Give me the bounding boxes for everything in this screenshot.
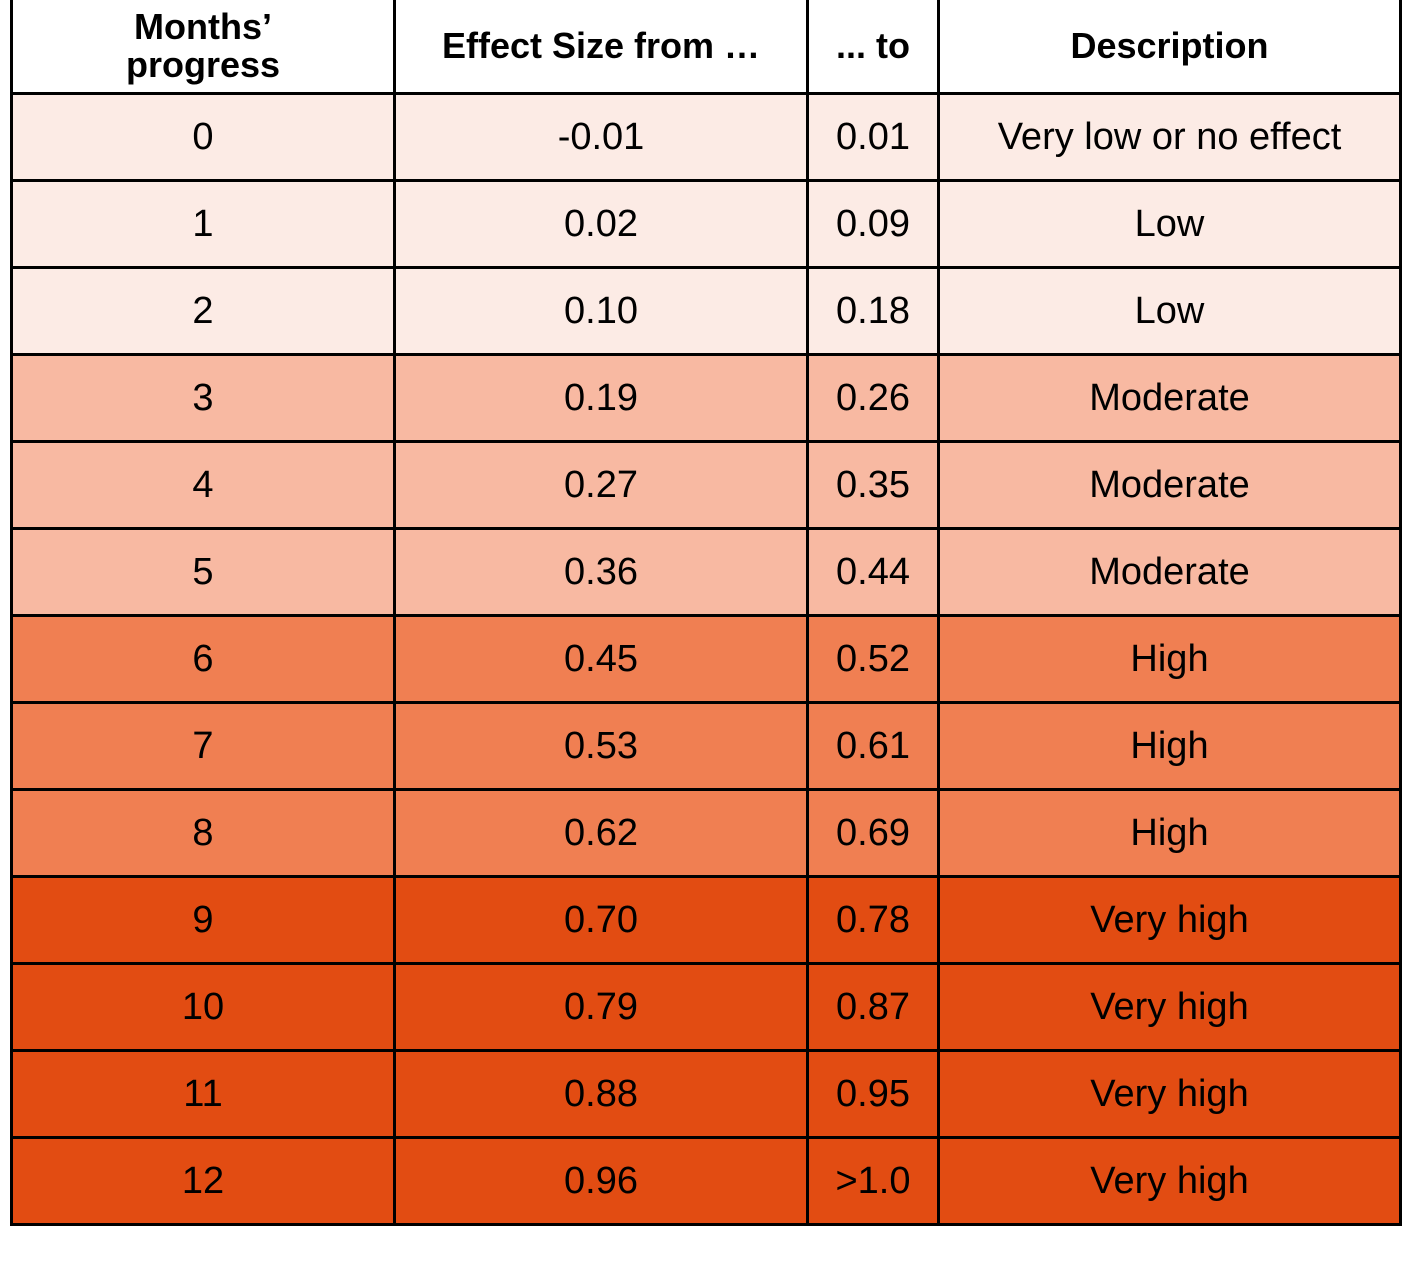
table-row: 8 0.62 0.69 High bbox=[10, 788, 1402, 878]
table-row: 2 0.10 0.18 Low bbox=[10, 266, 1402, 356]
table-row: 1 0.02 0.09 Low bbox=[10, 179, 1402, 269]
table-cell: 3 bbox=[10, 353, 396, 443]
table-cell: 0.79 bbox=[393, 962, 809, 1052]
table-cell: 10 bbox=[10, 962, 396, 1052]
table-cell: 5 bbox=[10, 527, 396, 617]
table-cell: 0.19 bbox=[393, 353, 809, 443]
table-cell: 7 bbox=[10, 701, 396, 791]
table-cell: 0.52 bbox=[806, 614, 940, 704]
table-row: 12 0.96 >1.0 Very high bbox=[10, 1136, 1402, 1226]
table-cell: 0.53 bbox=[393, 701, 809, 791]
table-cell: 9 bbox=[10, 875, 396, 965]
table-cell: 0.09 bbox=[806, 179, 940, 269]
table-cell: Low bbox=[937, 266, 1402, 356]
table-cell: 11 bbox=[10, 1049, 396, 1139]
table-cell: Very high bbox=[937, 1136, 1402, 1226]
table-cell: -0.01 bbox=[393, 92, 809, 182]
table-cell: 0.62 bbox=[393, 788, 809, 878]
table-row: 6 0.45 0.52 High bbox=[10, 614, 1402, 704]
table-cell: 0.96 bbox=[393, 1136, 809, 1226]
table-row: 9 0.70 0.78 Very high bbox=[10, 875, 1402, 965]
table-cell: High bbox=[937, 614, 1402, 704]
table-cell: High bbox=[937, 788, 1402, 878]
table-cell: Very high bbox=[937, 962, 1402, 1052]
table-cell: 0.88 bbox=[393, 1049, 809, 1139]
table-cell: >1.0 bbox=[806, 1136, 940, 1226]
table-cell: 4 bbox=[10, 440, 396, 530]
table-row: 10 0.79 0.87 Very high bbox=[10, 962, 1402, 1052]
table-cell: 0.26 bbox=[806, 353, 940, 443]
table-cell: Very low or no effect bbox=[937, 92, 1402, 182]
table-cell: 0 bbox=[10, 92, 396, 182]
table-cell: Moderate bbox=[937, 440, 1402, 530]
table-cell: 0.36 bbox=[393, 527, 809, 617]
effect-size-table: Months’ progress Effect Size from …... to… bbox=[10, 0, 1402, 1226]
table-cell: 6 bbox=[10, 614, 396, 704]
table-cell: 0.01 bbox=[806, 92, 940, 182]
table-row: 0 -0.01 0.01 Very low or no effect bbox=[10, 92, 1402, 182]
header-cell: Effect Size from … bbox=[393, 0, 809, 95]
table-cell: 0.70 bbox=[393, 875, 809, 965]
table-cell: 0.69 bbox=[806, 788, 940, 878]
header-cell: Description bbox=[937, 0, 1402, 95]
table-cell: 0.45 bbox=[393, 614, 809, 704]
table-cell: Low bbox=[937, 179, 1402, 269]
header-cell: Months’ progress bbox=[10, 0, 396, 95]
header-row: Months’ progress Effect Size from …... to… bbox=[10, 0, 1402, 95]
table-cell: Very high bbox=[937, 1049, 1402, 1139]
table-cell: Moderate bbox=[937, 527, 1402, 617]
table-cell: 8 bbox=[10, 788, 396, 878]
table-cell: High bbox=[937, 701, 1402, 791]
table-header: Months’ progress Effect Size from …... to… bbox=[10, 0, 1402, 95]
table-cell: 0.61 bbox=[806, 701, 940, 791]
table-cell: 0.18 bbox=[806, 266, 940, 356]
table-cell: 2 bbox=[10, 266, 396, 356]
table-cell: 0.10 bbox=[393, 266, 809, 356]
table-cell: 0.44 bbox=[806, 527, 940, 617]
table-cell: 0.27 bbox=[393, 440, 809, 530]
table-row: 7 0.53 0.61 High bbox=[10, 701, 1402, 791]
table-cell: Moderate bbox=[937, 353, 1402, 443]
table-cell: Very high bbox=[937, 875, 1402, 965]
table-row: 3 0.19 0.26 Moderate bbox=[10, 353, 1402, 443]
table-cell: 12 bbox=[10, 1136, 396, 1226]
table-row: 11 0.88 0.95 Very high bbox=[10, 1049, 1402, 1139]
table-row: 4 0.27 0.35 Moderate bbox=[10, 440, 1402, 530]
header-cell: ... to bbox=[806, 0, 940, 95]
table-row: 5 0.36 0.44 Moderate bbox=[10, 527, 1402, 617]
table-cell: 0.78 bbox=[806, 875, 940, 965]
table-cell: 1 bbox=[10, 179, 396, 269]
table-cell: 0.95 bbox=[806, 1049, 940, 1139]
table-cell: 0.02 bbox=[393, 179, 809, 269]
table-body: 0 -0.01 0.01 Very low or no effect 1 0.02 0.09… bbox=[10, 92, 1402, 1226]
table-cell: 0.87 bbox=[806, 962, 940, 1052]
table-cell: 0.35 bbox=[806, 440, 940, 530]
